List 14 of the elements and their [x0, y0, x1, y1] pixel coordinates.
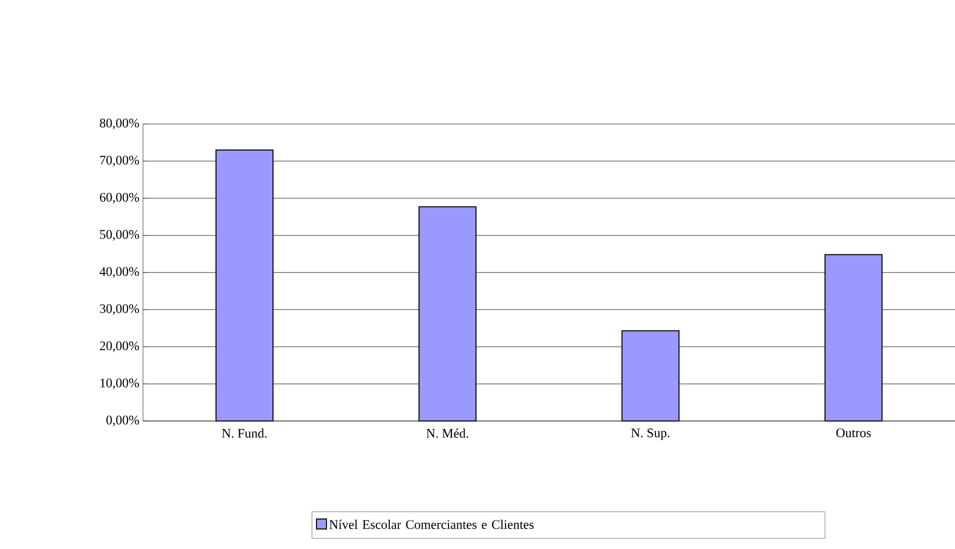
x-tick-label: N. Sup.	[631, 428, 670, 440]
y-tick-label: 70,00%	[100, 156, 140, 166]
legend-label: Nível Escolar Comerciantes e Clientes	[329, 520, 534, 529]
x-tick-label: Outros	[836, 428, 871, 438]
y-tick-label: 10,00%	[100, 378, 140, 390]
y-tick-label: 60,00%	[100, 192, 140, 204]
x-tick-label: N. Méd.	[426, 428, 468, 438]
y-tick-label: 30,00%	[100, 304, 140, 315]
y-tick-label: 50,00%	[100, 230, 140, 241]
y-tick-label: 80,00%	[100, 118, 140, 130]
y-tick-label: 20,00%	[100, 341, 140, 352]
y-tick-label: 40,00%	[100, 267, 140, 278]
y-tick-label: 0,00%	[106, 416, 140, 426]
x-tick-label: N. Fund.	[222, 428, 267, 438]
